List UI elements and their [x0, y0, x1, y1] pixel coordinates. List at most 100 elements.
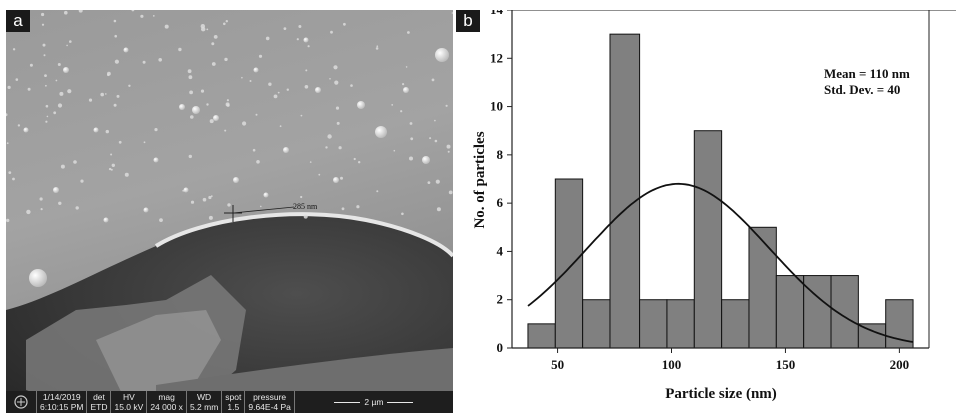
nanoparticle-speck [375, 47, 379, 50]
nanoparticle [179, 104, 185, 110]
nanoparticle-speck [128, 84, 131, 88]
y-tick-label: 12 [490, 50, 503, 65]
nanoparticle-speck [434, 119, 436, 122]
nanoparticle-speck [75, 206, 79, 210]
nanoparticle-speck [4, 113, 8, 117]
nanoparticle-speck [210, 195, 213, 198]
nanoparticle [263, 192, 269, 198]
scale-line-right [387, 401, 414, 403]
nanoparticle-speck [208, 195, 212, 200]
nanoparticle-speck [343, 22, 346, 26]
pore-rim [154, 212, 455, 258]
nanoparticle-speck [358, 161, 361, 164]
nanoparticle-speck [241, 76, 243, 79]
nanoparticle [123, 47, 129, 53]
nanoparticle-speck [200, 24, 205, 29]
info-time: 6:10:15 PM [40, 402, 84, 412]
histogram-bar-9 [775, 275, 805, 349]
histogram-bars [527, 33, 914, 349]
nanoparticle-speck [307, 45, 310, 48]
nanoparticle-speck [208, 215, 213, 220]
x-tick-label: 150 [776, 357, 796, 372]
sem-particles [4, 8, 454, 287]
nanoparticle-speck [393, 149, 396, 152]
nanoparticle-speck [45, 120, 48, 123]
nanoparticle-speck [329, 78, 331, 80]
nanoparticle-speck [188, 154, 192, 159]
nanoparticle-speck [6, 142, 9, 145]
nanoparticle-speck [182, 189, 185, 192]
nanoparticle [422, 156, 430, 164]
nanoparticle-speck [12, 48, 16, 51]
nanoparticle-speck [17, 124, 21, 127]
nanoparticle-speck [190, 115, 194, 119]
nanoparticle-speck [40, 208, 43, 211]
nanoparticle-speck [286, 88, 289, 91]
nanoparticle-speck [42, 43, 46, 47]
nanoparticle-speck [57, 63, 61, 66]
nanoparticle [192, 106, 200, 114]
info-date: 1/14/2019 [42, 392, 81, 402]
nanoparticle-speck [158, 58, 162, 62]
nanoparticle-speck [268, 82, 272, 86]
nanoparticle-speck [242, 121, 247, 126]
y-tick-label: 4 [497, 243, 504, 258]
nanoparticle-speck [67, 89, 72, 94]
sem-info-bar: 1/14/2019 6:10:15 PM det ETD HV 15.0 kV … [6, 391, 453, 413]
nanoparticle-speck [224, 57, 228, 62]
nanoparticle-speck [303, 214, 308, 219]
histogram-bar-4 [639, 299, 668, 349]
nanoparticle-speck [258, 54, 263, 58]
nanoparticle-speck [124, 172, 129, 177]
y-tick-label: 10 [490, 99, 503, 114]
nanoparticle-speck [152, 15, 155, 17]
x-tick-label: 50 [551, 357, 564, 372]
nanoparticle-speck [6, 218, 10, 223]
nanoparticle-speck [223, 22, 226, 26]
nanoparticle-speck [429, 137, 432, 140]
nanoparticle-speck [178, 47, 182, 52]
nanoparticle-speck [300, 114, 303, 117]
nanoparticle [93, 127, 99, 133]
panel-label-a: a [6, 10, 30, 32]
nanoparticle-speck [59, 91, 64, 96]
x-axis-label: Particle size (nm) [665, 386, 777, 402]
info-mag-label: mag [158, 392, 175, 402]
y-tick-label: 8 [497, 147, 504, 162]
nanoparticle [103, 217, 109, 223]
nanoparticle-speck [256, 160, 260, 164]
scale-bar: 2 µm [295, 391, 453, 413]
nanoparticle-speck [427, 181, 431, 185]
nanoparticle-speck [66, 44, 68, 47]
nanoparticle-speck [434, 139, 438, 143]
histogram-bar-3 [609, 33, 641, 349]
instrument-logo-icon [14, 395, 28, 409]
nanoparticle-speck [200, 89, 205, 93]
nanoparticle-speck [333, 65, 338, 70]
nanoparticle [233, 177, 239, 183]
nanoparticle [403, 87, 409, 93]
nanoparticle-speck [436, 207, 441, 212]
histogram-bar-11 [830, 275, 859, 349]
nanoparticle-speck [118, 140, 122, 144]
nanoparticle-speck [391, 104, 394, 106]
nanoparticle-speck [73, 160, 77, 164]
nanoparticle [315, 87, 321, 93]
nanoparticle [183, 187, 189, 193]
nanoparticle-speck [114, 59, 119, 64]
nanoparticle-speck [113, 103, 117, 107]
nanoparticle-speck [131, 8, 135, 12]
nanoparticle-speck [202, 197, 207, 202]
nanoparticle-speck [279, 125, 282, 128]
info-wd-label: WD [197, 392, 212, 402]
histogram-bar-5 [666, 299, 695, 349]
nanoparticle-speck [335, 106, 340, 110]
nanoparticle-speck [143, 141, 146, 144]
info-mag-cell: mag 24 000 x [147, 391, 187, 413]
measurement-label: 285 nm [293, 202, 318, 211]
nanoparticle-speck [327, 134, 332, 139]
nanoparticle-speck [353, 157, 356, 161]
nanoparticle-speck [110, 153, 113, 156]
nanoparticle-speck [107, 73, 110, 77]
nanoparticle-speck [211, 62, 216, 66]
